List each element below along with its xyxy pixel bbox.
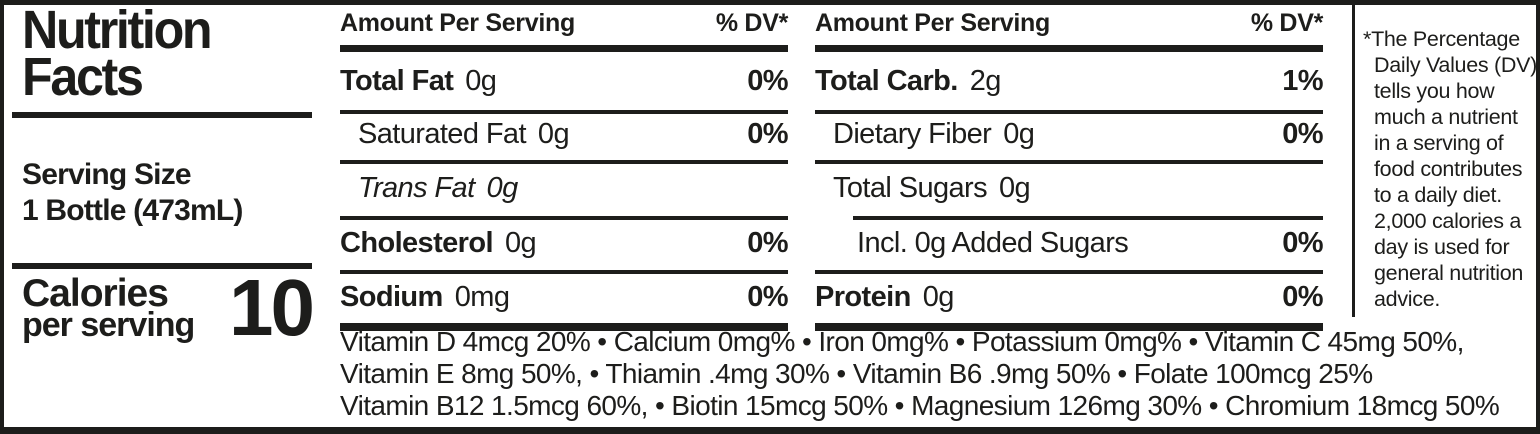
nutrient-row-added-sugars: Incl. 0g Added Sugars 0% xyxy=(815,220,1324,270)
percent-dv-heading: % DV* xyxy=(715,9,788,37)
amount-per-serving-heading: Amount Per Serving xyxy=(340,9,575,37)
rule xyxy=(340,323,788,331)
label-title-line1: Nutrition xyxy=(22,0,213,60)
rule xyxy=(815,160,1323,164)
nutrient-row-protein: Protein 0g 0% xyxy=(815,274,1324,323)
nutrient-amount: 0g xyxy=(922,281,955,313)
calories-label-line1: Calories xyxy=(22,272,169,315)
nutrient-amount: 0g xyxy=(537,118,570,150)
nutrient-dv: 0% xyxy=(747,227,788,259)
nutrient-name: Trans Fat xyxy=(358,172,475,204)
nutrient-dv: 0% xyxy=(1282,281,1323,313)
nutrient-amount: 0g xyxy=(465,65,497,97)
nutrient-dv: 1% xyxy=(1282,65,1323,97)
calories-section: Calories per serving 10 xyxy=(22,263,315,352)
nutrient-name-group: Total Sugars 0g xyxy=(815,172,1031,205)
nutrient-name: Protein xyxy=(815,281,911,313)
nutrient-name: Incl. 0g Added Sugars xyxy=(857,227,1129,259)
calories-label-line2: per serving xyxy=(22,306,195,344)
nutrient-name-group: Protein 0g xyxy=(815,281,954,314)
rule xyxy=(815,110,1323,114)
nutrient-column-fat-sodium: Amount Per Serving % DV* Total Fat 0g 0%… xyxy=(340,5,789,331)
rule xyxy=(340,216,788,220)
rule xyxy=(340,160,788,164)
amount-per-serving-heading: Amount Per Serving xyxy=(815,9,1050,37)
nutrient-name-group: Cholesterol 0g xyxy=(340,227,537,260)
nutrient-row-total-sugars: Total Sugars 0g xyxy=(815,164,1323,216)
vitamins-minerals-list: Vitamin D 4mcg 20% • Calcium 0mg% • Iron… xyxy=(340,326,1500,422)
calories-value: 10 xyxy=(229,263,315,352)
nutrient-name: Total Fat xyxy=(340,65,454,97)
nutrient-amount: 0g xyxy=(486,172,519,204)
nutrient-dv: 0% xyxy=(747,65,788,97)
serving-size-label: Serving Size xyxy=(22,158,192,191)
rule xyxy=(815,45,1323,52)
nutrient-row-trans-fat: Trans Fat 0g xyxy=(340,164,788,216)
nutrient-row-sodium: Sodium 0mg 0% xyxy=(340,274,789,323)
rule xyxy=(853,216,1323,220)
nutrient-dv: 0% xyxy=(747,118,788,150)
nutrient-name: Saturated Fat xyxy=(358,118,527,150)
nutrient-name: Total Carb. xyxy=(815,65,958,97)
percent-dv-heading: % DV* xyxy=(1250,9,1323,37)
nutrient-dv: 0% xyxy=(1282,227,1323,259)
nutrient-column-carb-protein: Amount Per Serving % DV* Total Carb. 2g … xyxy=(815,5,1324,331)
nutrient-name: Dietary Fiber xyxy=(833,118,992,150)
rule xyxy=(815,270,1323,274)
nutrient-row-total-carb: Total Carb. 2g 1% xyxy=(815,52,1324,110)
nutrient-name-group: Trans Fat 0g xyxy=(340,172,518,205)
nutrient-row-cholesterol: Cholesterol 0g 0% xyxy=(340,220,789,270)
vitamins-line: Vitamin D 4mcg 20% • Calcium 0mg% • Iron… xyxy=(340,326,1464,357)
title-divider xyxy=(12,112,312,118)
nutrient-name: Total Sugars xyxy=(833,172,988,204)
column-header: Amount Per Serving % DV* xyxy=(815,5,1323,45)
rule xyxy=(340,110,788,114)
rule xyxy=(815,323,1323,331)
nutrient-name: Sodium xyxy=(340,281,443,313)
nutrient-dv: 0% xyxy=(747,281,788,313)
nutrient-row-total-fat: Total Fat 0g 0% xyxy=(340,52,789,110)
nutrient-amount: 0mg xyxy=(454,281,510,313)
nutrient-amount: 0g xyxy=(1003,118,1035,150)
nutrient-row-saturated-fat: Saturated Fat 0g 0% xyxy=(340,114,789,160)
label-title: Nutrition Facts xyxy=(22,0,213,107)
rule xyxy=(340,270,788,274)
calories-divider xyxy=(12,263,312,269)
column-header: Amount Per Serving % DV* xyxy=(340,5,788,45)
nutrient-row-dietary-fiber: Dietary Fiber 0g 0% xyxy=(815,114,1324,160)
nutrient-amount: 0g xyxy=(504,227,537,259)
serving-size: Serving Size 1 Bottle (473mL) xyxy=(22,157,243,229)
nutrient-name-group: Total Carb. 2g xyxy=(815,65,1001,98)
nutrient-name-group: Sodium 0mg xyxy=(340,281,510,314)
rule xyxy=(340,45,788,52)
footnote-divider xyxy=(1352,5,1355,317)
nutrient-name-group: Saturated Fat 0g xyxy=(340,118,570,151)
vitamins-line: Vitamin B12 1.5mcg 60%, • Biotin 15mcg 5… xyxy=(340,390,1500,421)
nutrient-dv: 0% xyxy=(1282,118,1323,150)
nutrient-name-group: Incl. 0g Added Sugars xyxy=(815,227,1140,260)
serving-size-value: 1 Bottle (473mL) xyxy=(22,194,243,227)
nutrient-amount: 2g xyxy=(969,65,1002,97)
vitamins-line: Vitamin E 8mg 50%, • Thiamin .4mg 30% • … xyxy=(340,358,1373,389)
nutrient-name: Cholesterol xyxy=(340,227,494,259)
nutrient-amount: 0g xyxy=(999,172,1031,204)
calories-label: Calories per serving xyxy=(22,272,195,344)
nutrient-name-group: Total Fat 0g xyxy=(340,65,497,98)
dv-footnote: *The Percentage Daily Values (DV) tells … xyxy=(1363,27,1537,311)
nutrient-name-group: Dietary Fiber 0g xyxy=(815,118,1035,151)
label-title-line2: Facts xyxy=(22,47,144,107)
